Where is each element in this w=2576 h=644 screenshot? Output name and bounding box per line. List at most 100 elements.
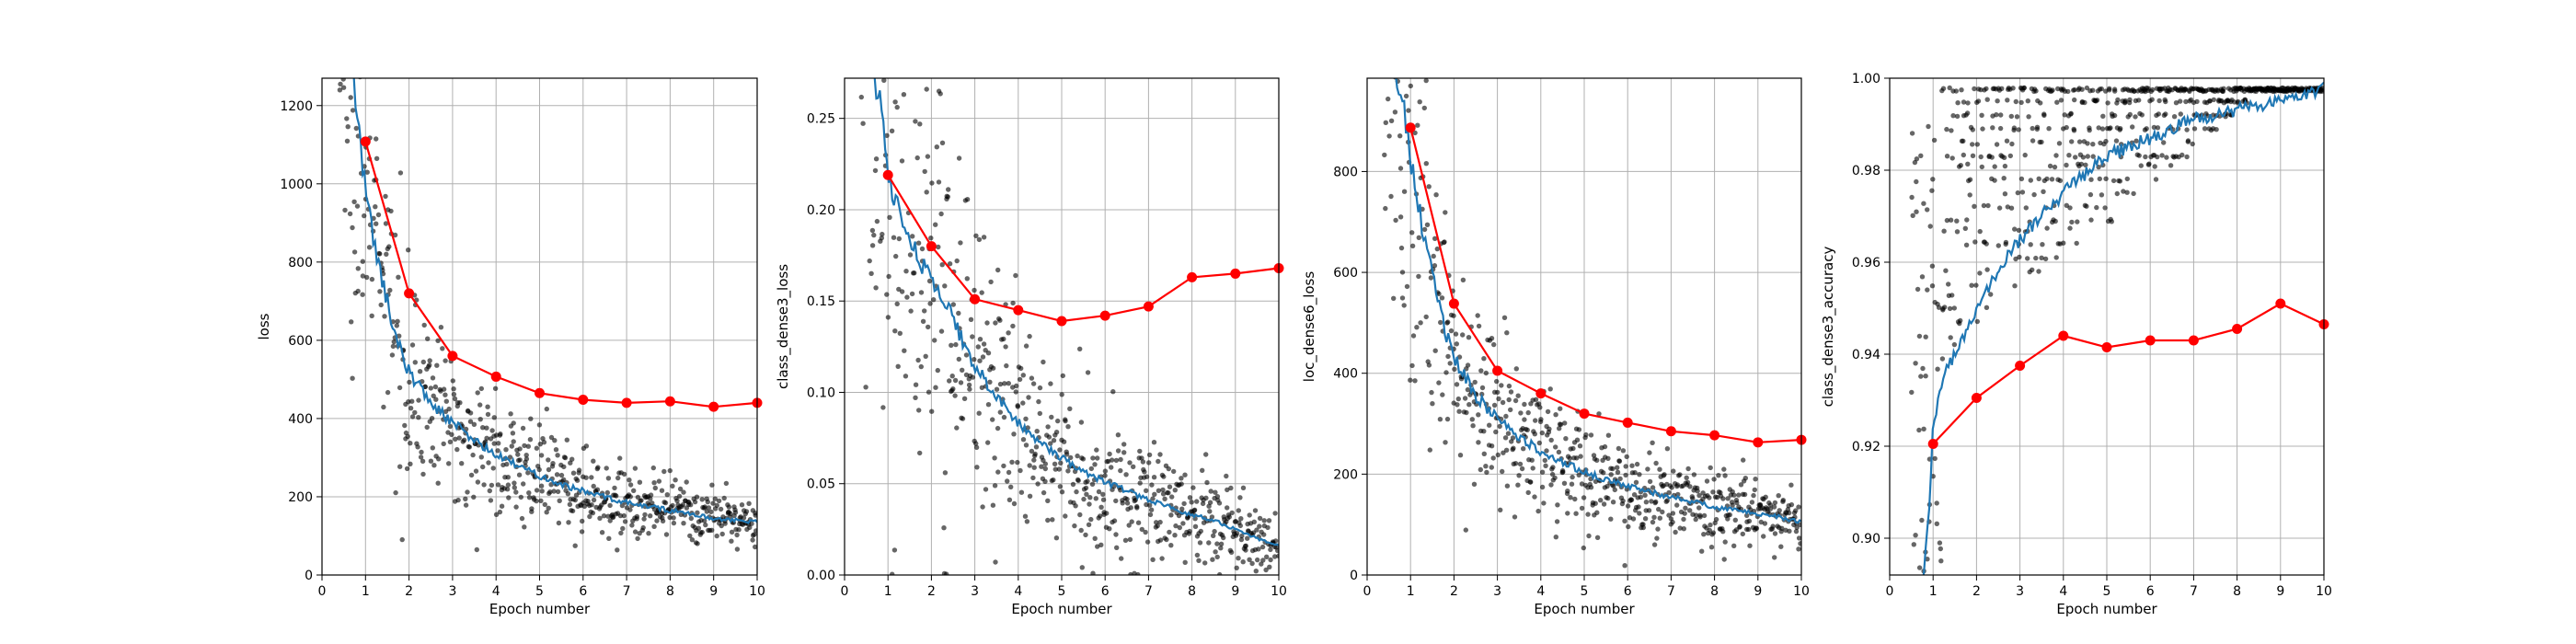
batch-point [1738, 482, 1744, 488]
batch-point [925, 154, 931, 159]
batch-point [898, 70, 903, 75]
validation-line [364, 141, 758, 408]
batch-point [1401, 303, 1407, 308]
batch-point [1127, 460, 1133, 466]
batch-point [1405, 41, 1409, 46]
batch-point [404, 466, 410, 472]
batch-point [1504, 483, 1511, 489]
batch-point [956, 356, 962, 362]
batch-point [1913, 533, 1918, 538]
batch-point [956, 310, 961, 316]
batch-point [1967, 192, 1972, 198]
batch-point [964, 276, 971, 282]
batch-point [2191, 126, 2198, 132]
x-tick-label: 3 [1493, 584, 1501, 599]
batch-point [1918, 153, 1924, 158]
batch-point [1272, 538, 1279, 544]
batch-point [1730, 502, 1735, 508]
batch-point [2124, 176, 2130, 182]
batch-point [1403, 47, 1408, 52]
batch-point [412, 360, 418, 365]
batch-point [337, 87, 343, 93]
batch-point [1129, 519, 1134, 524]
batch-point [1397, 214, 1404, 220]
batch-point [1426, 184, 1432, 190]
batch-point [1436, 380, 1442, 385]
batch-point [430, 445, 435, 451]
batch-point [942, 470, 949, 476]
batch-point [1143, 529, 1148, 535]
batch-point [1405, 24, 1409, 29]
batch-point [1121, 442, 1127, 447]
batch-point [1029, 448, 1035, 454]
batch-point [1247, 557, 1252, 562]
batch-point [1006, 381, 1012, 386]
x-tick-label: 10 [1271, 584, 1287, 599]
batch-point [960, 416, 966, 421]
batch-point [627, 477, 632, 483]
batch-point [1744, 512, 1750, 518]
batch-point [2100, 113, 2106, 119]
batch-point [1518, 410, 1524, 416]
x-tick-label: 9 [1754, 584, 1762, 599]
batch-point [681, 521, 686, 526]
batch-point [1970, 153, 1976, 158]
batch-point [1234, 531, 1240, 536]
batch-point [981, 235, 987, 240]
batch-point [1389, 51, 1394, 55]
batch-point [572, 543, 578, 548]
batch-point [1995, 243, 2001, 248]
batch-point [1398, 245, 1405, 251]
batch-point [1951, 305, 1957, 311]
batch-point [539, 489, 545, 494]
batch-point [2111, 112, 2118, 119]
batch-point [1642, 516, 1649, 522]
batch-point [1515, 482, 1521, 488]
batch-point [1506, 397, 1512, 403]
batch-point [913, 395, 918, 400]
batch-point [884, 292, 890, 297]
batch-point [1010, 323, 1016, 329]
batch-point [407, 379, 412, 385]
batch-point [1721, 466, 1727, 472]
batch-point [753, 512, 757, 518]
batch-point [2163, 98, 2168, 105]
batch-point [1530, 466, 1535, 471]
x-axis-label: Epoch number [1534, 601, 1635, 617]
batch-point [1074, 489, 1079, 495]
batch-point [1056, 466, 1063, 472]
batch-point [873, 156, 880, 162]
batch-point [1098, 542, 1104, 547]
batch-point [1189, 500, 1194, 505]
y-tick-label: 0 [305, 569, 313, 583]
batch-point [1421, 105, 1428, 111]
batch-point [428, 385, 433, 391]
batch-point [1762, 521, 1768, 526]
validation-point [882, 169, 893, 180]
batch-point [2034, 124, 2041, 130]
batch-point [2178, 111, 2183, 117]
batch-point [375, 212, 382, 218]
batch-point [1180, 521, 1186, 526]
batch-point [384, 251, 389, 257]
batch-point [1776, 493, 1781, 499]
validation-point [1013, 305, 1024, 316]
batch-point [1950, 113, 1956, 119]
batch-point [2133, 138, 2139, 144]
batch-point [903, 374, 909, 379]
batch-point [1020, 373, 1027, 378]
batch-point [1238, 536, 1245, 543]
batch-point [2026, 114, 2031, 120]
batch-point [1272, 511, 1278, 516]
batch-point [2018, 99, 2024, 106]
batch-point [2168, 163, 2174, 168]
batch-point [1493, 429, 1499, 435]
batch-point [990, 502, 996, 508]
batch-point [1259, 561, 1264, 567]
batch-point [528, 416, 534, 421]
batch-point [2064, 124, 2069, 131]
batch-point [746, 500, 752, 506]
batch-point [1583, 431, 1589, 438]
batch-point [364, 169, 370, 175]
y-tick-label: 0.98 [1852, 164, 1880, 178]
